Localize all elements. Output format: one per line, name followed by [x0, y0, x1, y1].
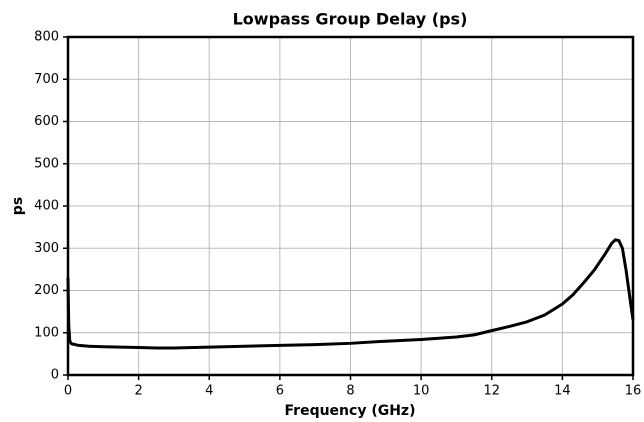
x-tick-label: 14 — [554, 384, 571, 399]
y-tick-label: 500 — [34, 156, 59, 171]
y-axis-label: ps — [10, 197, 26, 215]
y-tick-label: 0 — [51, 368, 59, 383]
y-tick-label: 800 — [34, 30, 59, 45]
chart-title: Lowpass Group Delay (ps) — [233, 10, 468, 29]
x-tick-label: 2 — [134, 384, 142, 399]
x-axis-label: Frequency (GHz) — [285, 403, 416, 419]
plot-frame — [66, 35, 635, 377]
y-tick-label: 600 — [34, 114, 59, 129]
x-tick-label: 6 — [276, 384, 284, 399]
data-line — [66, 238, 635, 350]
x-tick-label: 4 — [205, 384, 213, 399]
x-tick-label: 12 — [483, 384, 500, 399]
y-tick-label: 100 — [34, 325, 59, 340]
y-tick-label: 700 — [34, 72, 59, 87]
x-tick-label: 8 — [346, 384, 354, 399]
y-tick-label: 300 — [34, 241, 59, 256]
y-tick-label: 200 — [34, 283, 59, 298]
y-tick-label: 400 — [34, 199, 59, 214]
x-tick-label: 0 — [64, 384, 72, 399]
x-tick-label: 16 — [625, 384, 642, 399]
x-tick-label: 10 — [413, 384, 430, 399]
